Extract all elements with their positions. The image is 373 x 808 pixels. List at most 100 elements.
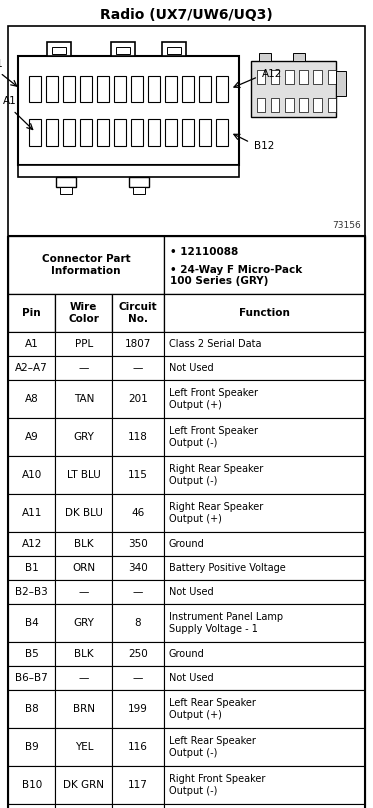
Bar <box>56 580 112 604</box>
Bar <box>8 380 56 418</box>
Bar <box>133 187 145 194</box>
Bar <box>46 120 59 145</box>
Bar <box>8 494 56 532</box>
Text: 199: 199 <box>128 704 148 714</box>
Bar <box>112 356 164 380</box>
Bar <box>8 666 56 690</box>
Bar <box>8 728 56 766</box>
Bar <box>97 76 109 102</box>
Text: 250: 250 <box>128 649 148 659</box>
Bar <box>164 236 365 294</box>
Bar <box>327 98 336 112</box>
Bar <box>216 120 228 145</box>
Bar <box>164 728 365 766</box>
Bar <box>8 804 56 808</box>
Bar <box>164 494 365 532</box>
Bar <box>164 766 365 804</box>
Text: LT BLU: LT BLU <box>67 470 101 480</box>
Bar <box>313 98 322 112</box>
Bar <box>8 294 56 332</box>
Bar <box>112 418 164 456</box>
Text: 73156: 73156 <box>332 221 361 230</box>
Bar <box>80 76 93 102</box>
Text: Right Front Speaker
Output (-): Right Front Speaker Output (-) <box>169 774 265 796</box>
Bar <box>271 70 279 84</box>
Bar <box>29 76 41 102</box>
Bar <box>199 120 211 145</box>
Bar <box>216 76 228 102</box>
Bar <box>167 47 181 54</box>
Text: Wire
Color: Wire Color <box>68 302 99 324</box>
Text: A11: A11 <box>22 508 42 518</box>
Bar <box>164 418 365 456</box>
Bar <box>56 642 112 666</box>
Bar <box>63 120 75 145</box>
Bar <box>164 532 365 556</box>
Bar <box>56 418 112 456</box>
Text: A12: A12 <box>262 69 282 78</box>
Bar <box>164 666 365 690</box>
Bar <box>112 456 164 494</box>
Bar <box>8 556 56 580</box>
Text: —: — <box>133 673 143 683</box>
Bar <box>114 76 126 102</box>
Text: A12: A12 <box>22 539 42 549</box>
Bar <box>8 236 365 808</box>
Text: BLK: BLK <box>74 539 94 549</box>
Text: B4: B4 <box>25 618 39 628</box>
Text: Ground: Ground <box>169 539 204 549</box>
Text: • 12110088: • 12110088 <box>170 247 238 257</box>
Text: DK BLU: DK BLU <box>65 508 103 518</box>
Bar <box>8 690 56 728</box>
Bar <box>56 666 112 690</box>
Bar <box>148 76 160 102</box>
Bar <box>8 456 56 494</box>
Text: B9: B9 <box>25 742 39 752</box>
Text: 46: 46 <box>131 508 145 518</box>
Text: YEL: YEL <box>75 742 93 752</box>
Bar <box>112 690 164 728</box>
Bar <box>8 236 164 294</box>
Bar <box>56 356 112 380</box>
Bar <box>164 556 365 580</box>
Bar <box>164 580 365 604</box>
Bar <box>112 804 164 808</box>
Text: 118: 118 <box>128 432 148 442</box>
Text: Function: Function <box>239 308 290 318</box>
Bar <box>299 98 308 112</box>
Bar <box>56 804 112 808</box>
Bar <box>112 580 164 604</box>
Text: B12: B12 <box>254 141 275 151</box>
Text: 340: 340 <box>128 563 148 573</box>
Text: —: — <box>79 673 89 683</box>
Bar <box>148 120 160 145</box>
Bar <box>56 604 112 642</box>
Text: Radio (UX7/UW6/UQ3): Radio (UX7/UW6/UQ3) <box>100 8 273 22</box>
Bar <box>56 332 112 356</box>
Bar <box>56 456 112 494</box>
Text: Left Front Speaker
Output (-): Left Front Speaker Output (-) <box>169 426 258 448</box>
Text: 116: 116 <box>128 742 148 752</box>
Bar <box>97 120 109 145</box>
Bar <box>8 642 56 666</box>
Bar <box>8 766 56 804</box>
Text: B8: B8 <box>25 704 39 714</box>
Text: 117: 117 <box>128 780 148 790</box>
Bar <box>257 70 265 84</box>
Bar <box>18 56 239 165</box>
Bar <box>129 177 148 187</box>
Text: B6–B7: B6–B7 <box>15 673 48 683</box>
Bar <box>8 532 56 556</box>
Text: Left Rear Speaker
Output (+): Left Rear Speaker Output (+) <box>169 698 256 720</box>
Bar <box>259 53 271 61</box>
Bar <box>114 120 126 145</box>
Bar <box>116 47 130 54</box>
Text: —: — <box>79 363 89 373</box>
Bar <box>112 556 164 580</box>
Bar <box>112 604 164 642</box>
Bar <box>56 494 112 532</box>
Bar <box>327 70 336 84</box>
Bar <box>164 642 365 666</box>
Bar <box>56 532 112 556</box>
Bar <box>56 294 112 332</box>
